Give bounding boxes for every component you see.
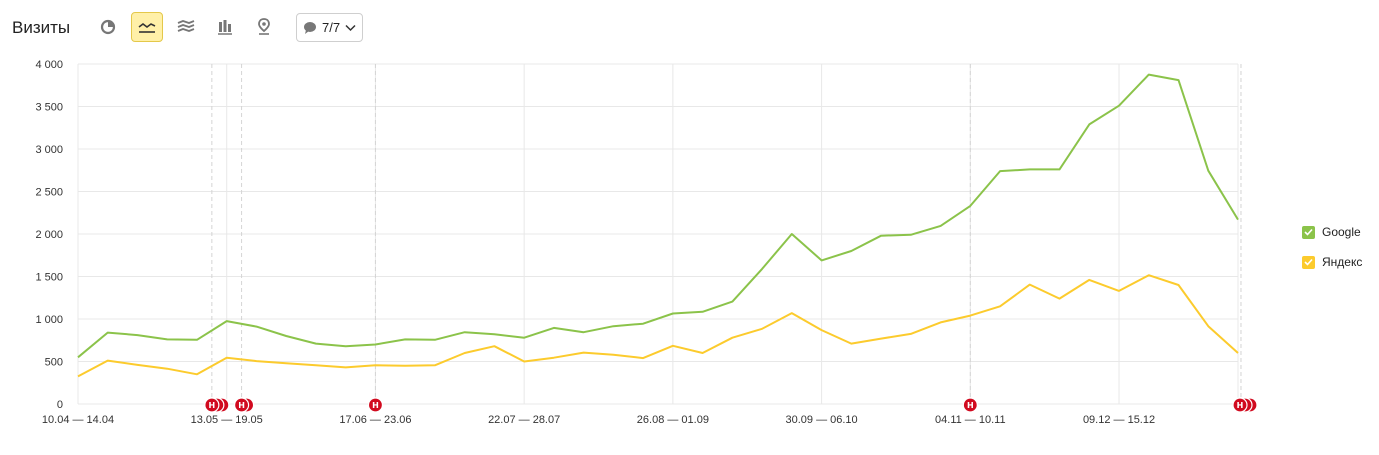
legend-label: Яндекс: [1322, 255, 1363, 269]
chart-grid: [77, 63, 1242, 405]
note-label: Н: [967, 401, 974, 410]
y-tick-label: 2 500: [35, 187, 63, 199]
y-tick-label: 0: [57, 399, 63, 411]
x-tick-label: 22.07 — 28.07: [488, 414, 560, 426]
chart-title: Визиты: [12, 18, 71, 37]
x-tick-label: 04.11 — 10.11: [935, 414, 1006, 426]
legend-item-yandex[interactable]: Яндекс: [1302, 254, 1362, 270]
line-chart-icon: [138, 23, 156, 33]
pie-chart-button[interactable]: [92, 12, 124, 42]
y-tick-label: 3 500: [35, 102, 63, 114]
map-icon: [258, 18, 270, 35]
area-chart-button[interactable]: [170, 12, 202, 42]
note-badge[interactable]: Н: [204, 397, 230, 413]
checkbox-icon[interactable]: [1302, 225, 1315, 239]
y-tick-label: 2 000: [35, 229, 63, 241]
x-tick-label: 26.08 — 01.09: [637, 414, 709, 426]
y-tick-label: 3 000: [35, 144, 63, 156]
chart-legend: Google Яндекс: [1302, 224, 1362, 284]
x-tick-label: 09.12 — 15.12: [1083, 414, 1155, 426]
series-line-google[interactable]: [77, 73, 1239, 359]
y-tick-label: 1 000: [35, 314, 63, 326]
speech-bubble-icon: [304, 21, 316, 34]
y-axis: 0 500 1 000 1 500 2 000 2 500 3 000 3 500 4 000: [35, 59, 63, 411]
pie-chart-icon: [100, 19, 116, 35]
series-line-yandex[interactable]: [77, 274, 1239, 378]
chart-series: [77, 73, 1239, 378]
note-label: Н: [372, 401, 379, 410]
notes-toggle-button[interactable]: 7/7: [296, 13, 363, 42]
note-badge[interactable]: Н: [962, 397, 978, 413]
note-label: Н: [238, 401, 245, 410]
note-badge[interactable]: Н: [233, 397, 255, 413]
note-label: Н: [1237, 401, 1244, 410]
checkbox-icon[interactable]: [1302, 255, 1315, 269]
bar-chart-icon: [218, 20, 232, 35]
x-tick-label: 30.09 — 06.10: [786, 414, 858, 426]
y-tick-label: 4 000: [35, 59, 63, 71]
x-axis: 10.04 — 14.04 13.05 — 19.05 17.06 — 23.06 2…: [42, 414, 1155, 426]
x-tick-label: 17.06 — 23.06: [339, 414, 411, 426]
area-chart-icon: [177, 20, 195, 32]
notes-count: 7/7: [322, 20, 341, 35]
line-chart-button[interactable]: [131, 12, 163, 42]
y-tick-label: 500: [45, 357, 63, 369]
chart-notes: НННННН: [204, 397, 1258, 413]
note-label: Н: [208, 401, 215, 410]
x-tick-label: 10.04 — 14.04: [42, 414, 114, 426]
note-badge[interactable]: Н: [1232, 397, 1258, 413]
note-badge[interactable]: Н: [367, 397, 384, 413]
y-tick-label: 1 500: [35, 272, 63, 284]
x-tick-label: 13.05 — 19.05: [191, 414, 263, 426]
legend-item-google[interactable]: Google: [1302, 224, 1362, 240]
map-button[interactable]: [248, 12, 280, 42]
legend-label: Google: [1322, 225, 1361, 239]
chart-toolbar: Визиты: [0, 0, 1379, 56]
chevron-down-icon: [345, 24, 356, 31]
bar-chart-button[interactable]: [209, 12, 241, 42]
